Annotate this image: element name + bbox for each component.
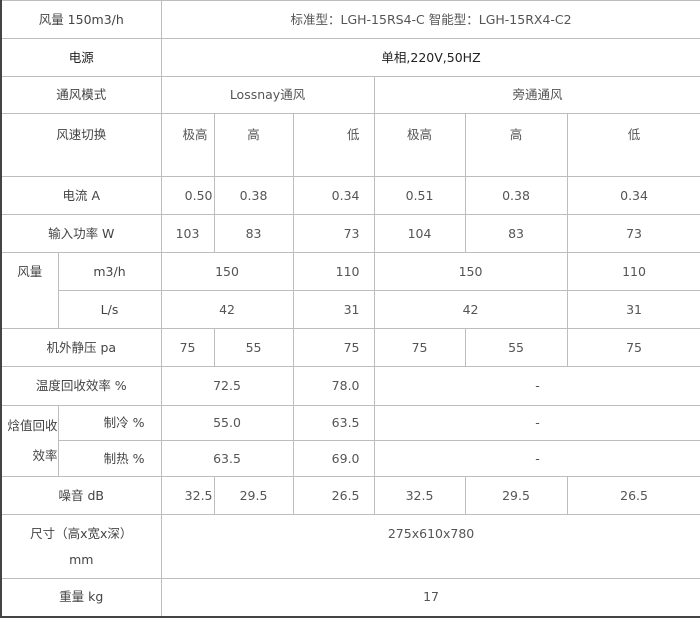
speed-cell: 高	[213, 113, 294, 177]
weight-label: 重量 kg	[0, 578, 162, 618]
current-cell: 0.38	[213, 176, 294, 215]
static-label: 机外静压 pa	[0, 328, 162, 367]
speed-cell: 高	[464, 113, 568, 177]
current-cell: 0.50	[160, 176, 215, 215]
mode-row: 通风模式 Lossnay通风 旁通通风	[0, 76, 700, 114]
heat-cell: -	[373, 440, 700, 477]
cool-cell: 55.0	[160, 405, 294, 441]
enthalpy-label: 焓值回收效率	[0, 405, 59, 477]
mode-lossnay: Lossnay通风	[160, 76, 375, 114]
mode-bypass: 旁通通风	[373, 76, 700, 114]
airflow-ls-row: L/s 42 31 42 31	[1, 290, 700, 329]
static-cell: 75	[292, 328, 375, 367]
airflow-cell: 150	[373, 252, 568, 291]
heat-cell: 69.0	[292, 440, 375, 477]
static-cell: 55	[213, 328, 294, 367]
airflow-cell: 110	[292, 252, 375, 291]
static-cell: 75	[160, 328, 215, 367]
speed-cell: 低	[566, 113, 700, 177]
airflow-cell: 31	[566, 290, 700, 329]
current-cell: 0.51	[373, 176, 466, 215]
airflow-cell: 42	[373, 290, 568, 329]
airflow-cell: 42	[160, 290, 294, 329]
power-in-cell: 83	[213, 214, 294, 253]
power-in-cell: 103	[160, 214, 215, 253]
size-value: 275x610x780	[160, 514, 700, 579]
heat-row: 制热 % 63.5 69.0 -	[1, 440, 700, 477]
speed-cell: 低	[292, 113, 375, 177]
airflow-m3h-row: 风量 m3/h 150 110 150 110	[0, 252, 700, 329]
power-value: 单相,220V,50HZ	[160, 38, 700, 77]
airflow-label: 风量	[0, 252, 59, 329]
current-label: 电流 A	[0, 176, 162, 215]
model-label: 风量 150m3/h	[0, 0, 162, 39]
noise-cell: 29.5	[213, 476, 294, 515]
power-in-cell: 73	[292, 214, 375, 253]
power-in-cell: 73	[566, 214, 700, 253]
heat-cell: 63.5	[160, 440, 294, 477]
noise-cell: 26.5	[566, 476, 700, 515]
size-row: 尺寸（高x宽x深）mm 275x610x780	[0, 514, 700, 579]
airflow-m3h-label: m3/h	[57, 252, 162, 291]
mode-label: 通风模式	[0, 76, 162, 114]
power-in-cell: 83	[464, 214, 568, 253]
size-label: 尺寸（高x宽x深）mm	[0, 514, 162, 579]
static-cell: 55	[464, 328, 568, 367]
airflow-cell: 31	[292, 290, 375, 329]
noise-cell: 26.5	[292, 476, 375, 515]
current-cell: 0.38	[464, 176, 568, 215]
speed-label: 风速切换	[0, 113, 162, 177]
cool-label: 制冷 %	[57, 405, 162, 441]
noise-cell: 32.5	[160, 476, 215, 515]
cool-cell: 63.5	[292, 405, 375, 441]
power-in-label: 输入功率 W	[0, 214, 162, 253]
current-cell: 0.34	[566, 176, 700, 215]
temp-eff-cell: -	[373, 366, 700, 406]
temp-eff-cell: 78.0	[292, 366, 375, 406]
power-in-row: 输入功率 W 103 83 73 104 83 73	[0, 214, 700, 253]
weight-value: 17	[160, 578, 700, 618]
model-value: 标准型：LGH-15RS4-C 智能型：LGH-15RX4-C2	[160, 0, 700, 39]
cool-cell: -	[373, 405, 700, 441]
airflow-cell: 110	[566, 252, 700, 291]
temp-eff-row: 温度回收效率 % 72.5 78.0 -	[0, 366, 700, 406]
temp-eff-label: 温度回收效率 %	[0, 366, 162, 406]
noise-cell: 29.5	[464, 476, 568, 515]
temp-eff-cell: 72.5	[160, 366, 294, 406]
noise-label: 噪音 dB	[0, 476, 162, 515]
noise-cell: 32.5	[373, 476, 466, 515]
power-label: 电源	[0, 38, 162, 77]
static-cell: 75	[566, 328, 700, 367]
current-row: 电流 A 0.50 0.38 0.34 0.51 0.38 0.34	[0, 176, 700, 215]
static-cell: 75	[373, 328, 466, 367]
speed-row: 风速切换 极高 高 低 极高 高 低	[0, 113, 700, 177]
power-in-cell: 104	[373, 214, 466, 253]
power-row: 电源 单相,220V,50HZ	[0, 38, 700, 77]
cool-row: 焓值回收效率 制冷 % 55.0 63.5 -	[0, 405, 700, 477]
static-row: 机外静压 pa 75 55 75 75 55 75	[0, 328, 700, 367]
speed-cell: 极高	[373, 113, 466, 177]
speed-cell: 极高	[160, 113, 215, 177]
heat-label: 制热 %	[57, 440, 162, 477]
weight-row: 重量 kg 17	[0, 578, 700, 618]
airflow-cell: 150	[160, 252, 294, 291]
noise-row: 噪音 dB 32.5 29.5 26.5 32.5 29.5 26.5	[0, 476, 700, 515]
airflow-ls-label: L/s	[57, 290, 162, 329]
current-cell: 0.34	[292, 176, 375, 215]
model-row: 风量 150m3/h 标准型：LGH-15RS4-C 智能型：LGH-15RX4…	[0, 0, 700, 39]
